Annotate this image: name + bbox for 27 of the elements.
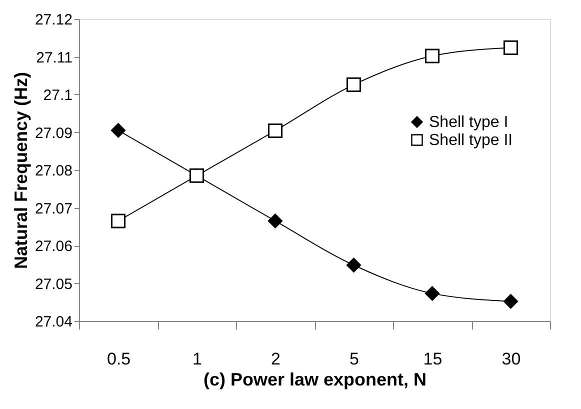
point xyxy=(346,258,362,272)
y-tick-label: 27.06 xyxy=(34,238,72,255)
legend-label: Shell type I xyxy=(429,114,508,131)
point xyxy=(503,294,518,309)
x-tick-label: 2 xyxy=(271,350,280,368)
x-tick-label: 1 xyxy=(192,350,202,368)
point xyxy=(424,48,440,64)
y-tick-label: 27.04 xyxy=(34,314,72,330)
point xyxy=(346,77,362,92)
y-tick-label: 27.07 xyxy=(34,200,72,218)
x-tick-label: 0.5 xyxy=(106,350,131,368)
y-tick-label: 27.08 xyxy=(34,162,72,180)
y-tick-label: 27.12 xyxy=(34,12,72,28)
point xyxy=(424,286,440,301)
x-tick-label: 5 xyxy=(350,350,359,368)
x-tick-label: 30 xyxy=(502,350,521,368)
y-tick-label: 27.11 xyxy=(36,49,72,66)
legend-label: Shell type II xyxy=(429,132,513,149)
x-tick-label: 15 xyxy=(423,350,442,368)
point xyxy=(110,123,126,138)
y-tick-label: 27.1 xyxy=(43,87,72,104)
y-axis-title: Natural Frequency (Hz) xyxy=(10,72,31,270)
y-tick-label: 27.09 xyxy=(34,124,72,142)
point xyxy=(110,214,126,228)
x-axis-title: (c) Power law exponent, N xyxy=(203,370,427,390)
point xyxy=(268,214,283,228)
y-tick-label: 27.05 xyxy=(34,276,72,293)
